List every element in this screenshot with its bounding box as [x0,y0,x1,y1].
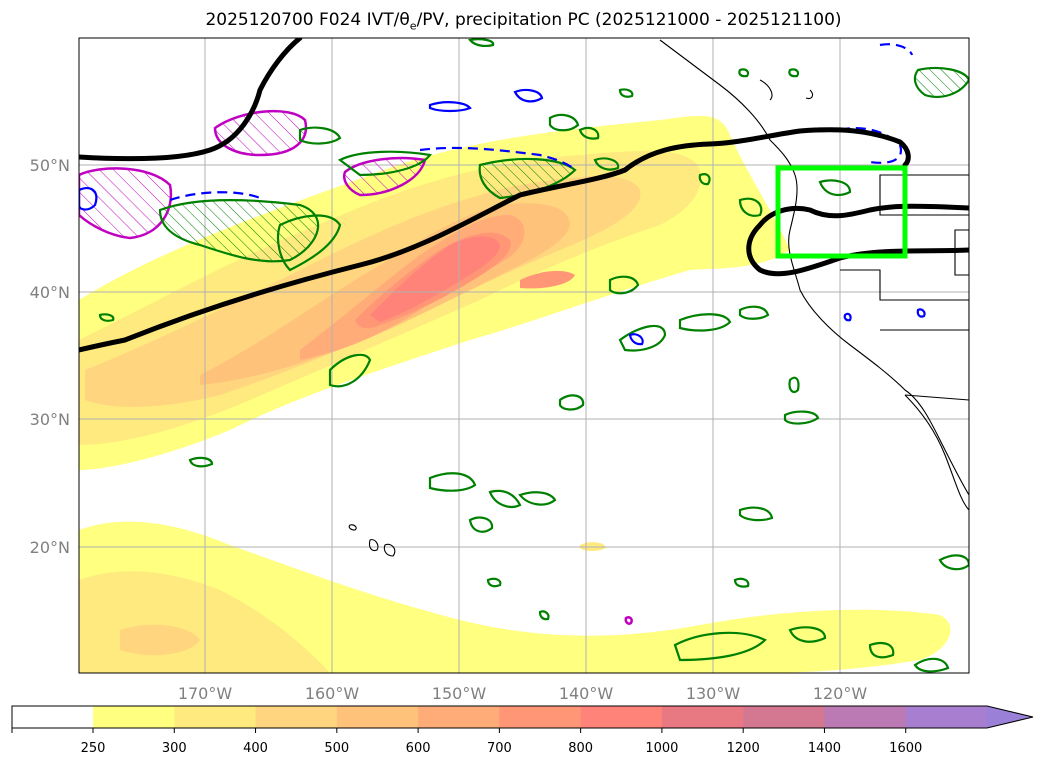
colorbar-tick-label: 600 [406,741,431,756]
colorbar-segment [580,706,663,728]
lat-label: 30°N [30,410,70,429]
latitude-labels: 50°N 40°N 30°N 20°N [30,156,70,557]
colorbar-extend-arrow [987,706,1033,728]
lat-label: 20°N [30,538,70,557]
colorbar-tick-label: 300 [162,741,187,756]
colorbar-segment [824,706,907,728]
colorbar-tick-label: 250 [81,741,106,756]
lon-label: 130°W [686,684,741,703]
lon-label: 140°W [559,684,614,703]
lon-label: 160°W [305,684,360,703]
colorbar-tick-label: 1600 [889,741,922,756]
colorbar-tick-label: 500 [324,741,349,756]
map-frame [78,37,970,674]
colorbar-segment [255,706,338,728]
lat-label: 40°N [30,283,70,302]
region-highlight-box [775,165,908,259]
lon-label: 170°W [178,684,233,703]
colorbar-white-segment [12,706,93,728]
colorbar-segment [743,706,825,728]
longitude-labels: 170°W 160°W 150°W 140°W 130°W 120°W [178,684,868,703]
colorbar-tick-label: 700 [487,741,512,756]
colorbar-segment [93,706,175,728]
map-title: 2025120700 F024 IVT/θe/PV, precipitation… [205,10,842,33]
colorbar-segment [661,706,744,728]
colorbar-tick-label: 1400 [808,741,841,756]
coastline [348,39,969,557]
lon-label: 150°W [432,684,487,703]
colorbar-segment [336,706,419,728]
colorbar-tick-label: 400 [243,741,268,756]
colorbar-segment [499,706,582,728]
colorbar-segment [905,706,988,728]
colorbar-segment [418,706,500,728]
colorbar-tick-label: 800 [568,741,593,756]
precip-contours [98,38,969,673]
lat-label: 50°N [30,156,70,175]
map-panel [79,38,969,673]
colorbar-segment [174,706,257,728]
colorbar-tick-label: 1000 [645,741,678,756]
colorbar: 250 300 400 500 600 700 800 1000 1200 1400 1600 [11,705,1034,756]
colorbar-tick-label: 1200 [727,741,760,756]
lon-label: 120°W [813,684,868,703]
